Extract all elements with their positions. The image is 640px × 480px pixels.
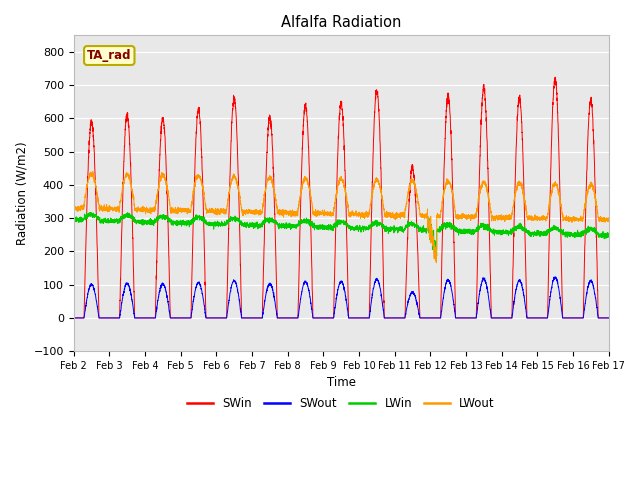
SWout — [461, 315, 468, 321]
SWin — [492, 315, 499, 321]
LWout — [321, 211, 329, 217]
SWout — [70, 315, 77, 321]
LWout — [433, 260, 440, 265]
SWin — [321, 315, 329, 321]
LWin — [605, 231, 612, 237]
LWin — [70, 218, 77, 224]
LWin — [492, 227, 499, 233]
SWin — [605, 315, 612, 321]
Line: SWin: SWin — [74, 77, 609, 318]
SWin — [604, 315, 612, 321]
LWin — [433, 257, 440, 263]
SWout — [605, 315, 612, 321]
LWout — [70, 207, 77, 213]
LWin — [461, 230, 469, 236]
LWout — [604, 217, 612, 223]
LWout — [461, 215, 469, 221]
SWin — [431, 315, 439, 321]
LWout — [605, 215, 612, 221]
Legend: SWin, SWout, LWin, LWout: SWin, SWout, LWin, LWout — [182, 392, 500, 415]
LWout — [166, 201, 173, 207]
SWout — [552, 274, 559, 280]
Title: Alfalfa Radiation: Alfalfa Radiation — [281, 15, 401, 30]
LWin — [86, 210, 94, 216]
LWout — [431, 247, 439, 252]
SWout — [321, 315, 329, 321]
SWout — [492, 315, 499, 321]
Line: SWout: SWout — [74, 277, 609, 318]
SWout — [166, 312, 173, 317]
SWin — [70, 315, 77, 321]
LWout — [492, 215, 499, 220]
Line: LWin: LWin — [74, 213, 609, 260]
SWin — [461, 315, 468, 321]
LWout — [89, 168, 97, 174]
Y-axis label: Radiation (W/m2): Radiation (W/m2) — [15, 142, 28, 245]
LWin — [604, 231, 612, 237]
SWout — [431, 315, 439, 321]
SWin — [166, 294, 173, 300]
SWout — [604, 315, 612, 321]
LWin — [321, 225, 329, 231]
Text: TA_rad: TA_rad — [87, 49, 132, 62]
Line: LWout: LWout — [74, 171, 609, 263]
LWin — [166, 216, 173, 221]
LWin — [431, 251, 439, 256]
X-axis label: Time: Time — [326, 376, 356, 389]
SWin — [552, 74, 559, 80]
